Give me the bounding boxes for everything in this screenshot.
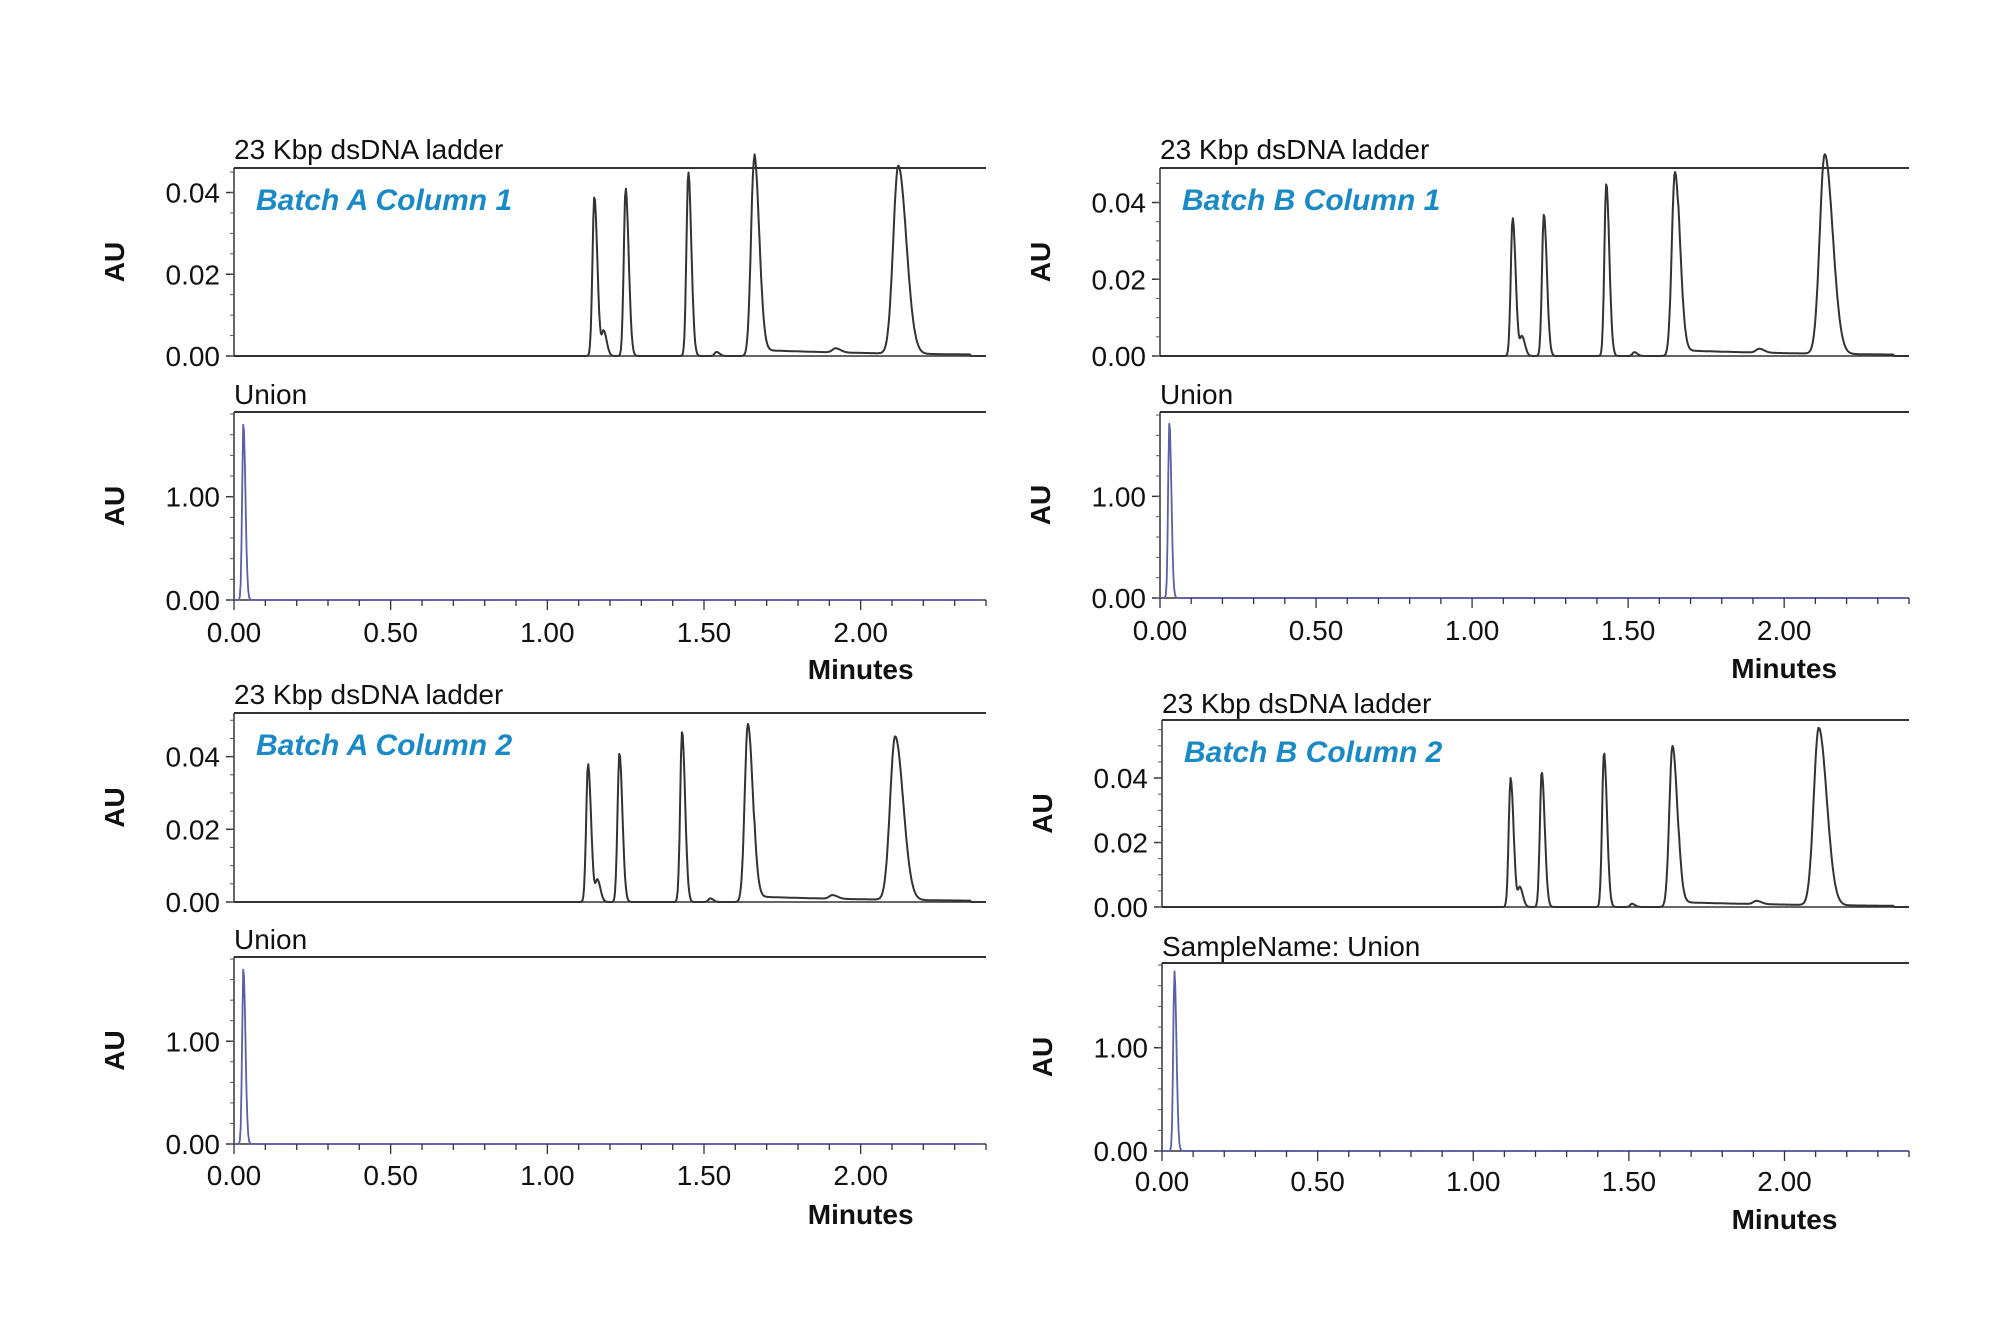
x-tick-label: 1.50 (1601, 615, 1656, 646)
subplot-title: Union (234, 924, 307, 955)
x-tick-label: 1.50 (1602, 1166, 1657, 1197)
ladder-subplot: 23 Kbp dsDNA ladder 0.00 0.02 0.04 AU Batch A… (99, 134, 987, 372)
chart-panel-3: 23 Kbp dsDNA ladder 0.00 0.02 0.04 AU Batch A… (99, 679, 987, 1230)
union-trace (233, 968, 987, 1145)
ladder-trace (1161, 726, 1910, 908)
x-tick-label: 2.00 (833, 1160, 888, 1191)
x-tick-label: 0.50 (1290, 1166, 1345, 1197)
y-tick-label: 0.00 (166, 341, 221, 372)
ladder-subplot: 23 Kbp dsDNA ladder 0.00 0.02 0.04 AU Batch B… (1027, 688, 1910, 923)
x-tick-label: 0.00 (207, 1160, 262, 1191)
union-subplot: Union 0.00 1.00 AU 0.00 0.50 1.00 1.50 2.00 Minut… (1025, 379, 1910, 684)
batch-column-label: Batch A Column 2 (256, 729, 512, 762)
x-tick-label: 2.00 (1757, 615, 1812, 646)
x-tick-label: 0.50 (1289, 615, 1344, 646)
chart-panel-1: 23 Kbp dsDNA ladder 0.00 0.02 0.04 AU Batch A… (99, 134, 987, 685)
x-tick-label: 1.50 (677, 617, 732, 648)
x-tick-label: 1.00 (520, 617, 575, 648)
y-axis-label: AU (99, 486, 130, 526)
x-tick-label: 0.00 (1135, 1166, 1190, 1197)
union-subplot: SampleName: Union 0.00 1.00 AU 0.00 0.50 1.00 1… (1027, 931, 1910, 1235)
y-tick-label: 0.00 (166, 585, 221, 616)
x-tick-label: 0.00 (207, 617, 262, 648)
subplot-title: 23 Kbp dsDNA ladder (234, 134, 503, 165)
x-axis-label: Minutes (1731, 653, 1837, 684)
y-axis-label: AU (1025, 485, 1056, 525)
x-tick-label: 1.00 (1446, 1166, 1501, 1197)
subplot-title: 23 Kbp dsDNA ladder (234, 679, 503, 710)
y-tick-label: 0.04 (1094, 763, 1149, 794)
y-tick-label: 0.00 (1092, 583, 1147, 614)
x-tick-label: 0.50 (363, 1160, 418, 1191)
x-tick-label: 1.00 (520, 1160, 575, 1191)
y-axis-label: AU (99, 787, 130, 827)
subplot-title: Union (234, 379, 307, 410)
y-tick-label: 0.02 (1092, 264, 1147, 295)
batch-column-label: Batch B Column 2 (1184, 736, 1443, 769)
chart-panel-2: 23 Kbp dsDNA ladder 0.00 0.02 0.04 AU Batch B… (1025, 134, 1910, 684)
x-tick-label: 2.00 (1757, 1166, 1812, 1197)
y-tick-label: 0.04 (1092, 188, 1147, 219)
y-tick-label: 0.02 (1094, 828, 1149, 859)
batch-column-label: Batch A Column 1 (256, 184, 512, 217)
batch-column-label: Batch B Column 1 (1182, 184, 1440, 217)
y-tick-label: 0.02 (166, 259, 221, 290)
subplot-title: 23 Kbp dsDNA ladder (1160, 134, 1429, 165)
ladder-trace (1159, 153, 1910, 357)
y-tick-label: 0.04 (166, 742, 221, 773)
y-axis-label: AU (1025, 242, 1056, 282)
y-tick-label: 1.00 (166, 1026, 221, 1057)
union-trace (233, 423, 987, 601)
ladder-trace (233, 153, 987, 357)
y-tick-label: 0.04 (166, 178, 221, 209)
y-tick-label: 1.00 (1094, 1033, 1149, 1064)
y-tick-label: 0.00 (1092, 341, 1147, 372)
union-trace (1161, 970, 1910, 1152)
y-tick-label: 1.00 (166, 482, 221, 513)
subplot-title: SampleName: Union (1162, 931, 1420, 962)
union-subplot: Union 0.00 1.00 AU 0.00 0.50 1.00 1.50 2.00 Minut… (99, 379, 987, 685)
ladder-subplot: 23 Kbp dsDNA ladder 0.00 0.02 0.04 AU Batch A… (99, 679, 987, 918)
x-tick-label: 2.00 (833, 617, 888, 648)
ladder-trace (233, 722, 987, 903)
union-subplot: Union 0.00 1.00 AU 0.00 0.50 1.00 1.50 2.00 Minut… (99, 924, 987, 1230)
subplot-title: Union (1160, 379, 1233, 410)
y-axis-label: AU (1027, 1037, 1058, 1077)
y-tick-label: 1.00 (1092, 481, 1147, 512)
x-axis-label: Minutes (808, 654, 914, 685)
x-tick-label: 1.50 (677, 1160, 732, 1191)
y-tick-label: 0.00 (1094, 1136, 1149, 1167)
x-axis-label: Minutes (808, 1199, 914, 1230)
y-axis-label: AU (99, 242, 130, 282)
y-tick-label: 0.00 (166, 1129, 221, 1160)
chart-panel-4: 23 Kbp dsDNA ladder 0.00 0.02 0.04 AU Batch B… (1027, 688, 1910, 1235)
ladder-subplot: 23 Kbp dsDNA ladder 0.00 0.02 0.04 AU Batch B… (1025, 134, 1910, 372)
union-trace (1159, 422, 1910, 599)
y-axis-label: AU (1027, 793, 1058, 833)
y-tick-label: 0.02 (166, 814, 221, 845)
y-tick-label: 0.00 (1094, 892, 1149, 923)
subplot-title: 23 Kbp dsDNA ladder (1162, 688, 1431, 719)
x-tick-label: 0.00 (1133, 615, 1188, 646)
y-axis-label: AU (99, 1030, 130, 1070)
y-tick-label: 0.00 (166, 887, 221, 918)
x-tick-label: 1.00 (1445, 615, 1500, 646)
x-tick-label: 0.50 (363, 617, 418, 648)
x-axis-label: Minutes (1732, 1204, 1838, 1235)
